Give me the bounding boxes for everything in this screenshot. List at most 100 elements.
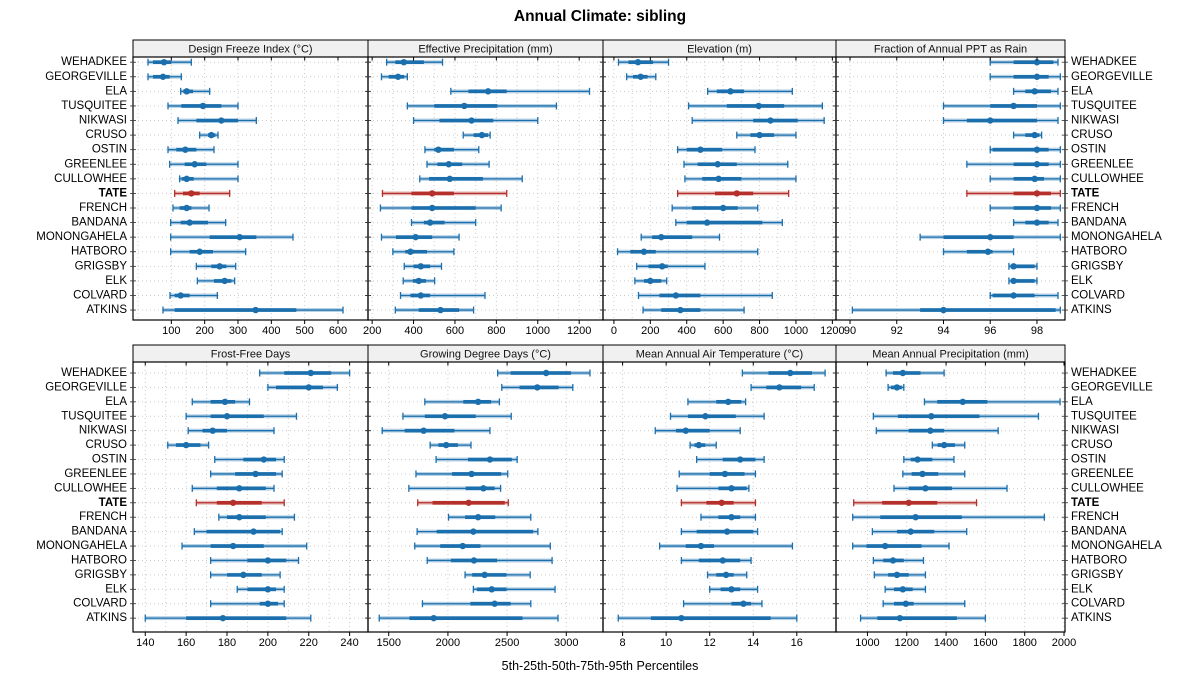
station-label-left: CULLOWHEE	[54, 173, 127, 185]
interval-french	[379, 204, 502, 212]
interval-georgeville	[501, 383, 574, 391]
median-dot	[488, 586, 495, 593]
station-label-right: TUSQUITEE	[1071, 410, 1137, 422]
median-dot	[703, 219, 711, 226]
interval-grigsby	[1008, 262, 1038, 270]
station-label-right: ELK	[1071, 275, 1093, 287]
median-dot	[445, 161, 452, 168]
median-dot	[219, 614, 227, 622]
x-tick-label: 1400	[934, 637, 958, 649]
median-dot	[902, 600, 909, 607]
panel-header-label: Frost-Free Days	[211, 349, 291, 361]
station-label-left: HATBORO	[71, 246, 127, 258]
interval-cullowhee	[179, 175, 239, 183]
median-dot	[640, 248, 648, 255]
panel-4: Fraction of Annual PPT as Rain 90 92 94 96 98	[833, 39, 1068, 337]
panel-5: Frost-Free Days 140 160 180 200 220 240	[130, 344, 371, 649]
station-label-right: GRIGSBY	[1071, 569, 1124, 581]
interval-french	[852, 513, 1046, 521]
interval-monongahela	[414, 542, 551, 550]
interval-cullowhee	[684, 175, 797, 183]
median-dot	[446, 175, 453, 183]
median-dot	[260, 456, 267, 463]
median-dot	[912, 514, 919, 521]
interval-tate	[417, 499, 509, 507]
median-dot	[417, 292, 424, 299]
interval-colvard	[637, 291, 773, 299]
interval-greenlee	[415, 470, 509, 478]
median-dot	[218, 117, 225, 124]
interval-ela	[450, 87, 591, 95]
median-dot	[223, 413, 231, 420]
median-dot	[442, 441, 450, 449]
interval-monongahela	[380, 233, 460, 241]
interval-tusquitee	[872, 412, 1040, 420]
station-label-left: CRUSO	[85, 439, 127, 451]
panel-border	[835, 56, 1066, 321]
median-dot	[1010, 263, 1017, 270]
interval-tate	[676, 189, 790, 197]
interval-hatboro	[616, 248, 759, 256]
station-label-left: NIKWASI	[79, 425, 127, 437]
x-tick-label: 400	[678, 325, 696, 337]
x-tick-label: 1600	[973, 637, 997, 649]
interval-greenlee	[210, 470, 283, 478]
median-dot	[400, 59, 408, 66]
median-dot	[182, 146, 189, 153]
median-dot	[183, 88, 190, 95]
x-tick-label: 98	[1031, 325, 1043, 337]
station-label-right: BANDANA	[1071, 217, 1127, 229]
panel-header-label: Design Freeze Index (°C)	[188, 44, 312, 56]
station-label-right: TATE	[1071, 497, 1100, 509]
station-label-right: MONONGAHELA	[1071, 540, 1162, 552]
median-dot	[478, 131, 486, 139]
median-dot	[441, 413, 449, 420]
interval-monongahela	[181, 542, 308, 550]
interval-wehadkee	[617, 58, 670, 66]
interval-grigsby	[403, 262, 443, 270]
station-label-left: WEHADKEE	[61, 56, 127, 68]
interval-ostin	[424, 146, 480, 154]
interval-georgeville	[147, 73, 182, 81]
interval-hatboro	[170, 248, 247, 256]
median-dot	[907, 528, 914, 535]
x-tick-label: 1000	[855, 637, 879, 649]
x-tick-label: 2000	[436, 637, 460, 649]
interval-tusquitee	[185, 412, 298, 420]
median-dot	[428, 190, 436, 197]
x-tick-label: 160	[177, 637, 195, 649]
station-label-left: MONONGAHELA	[36, 540, 127, 552]
interval-wehadkee	[885, 369, 945, 377]
median-dot	[637, 73, 644, 80]
station-label-right: GEORGEVILLE	[1071, 381, 1153, 393]
median-dot	[252, 306, 259, 314]
median-dot	[435, 146, 442, 153]
x-tick-label: 600	[329, 325, 347, 337]
interval-georgeville	[267, 383, 338, 391]
interval-bandana	[675, 219, 783, 227]
median-dot	[264, 586, 272, 593]
x-tick-label: 0	[611, 325, 617, 337]
station-label-left: WEHADKEE	[61, 367, 127, 379]
interval-grigsby	[195, 262, 237, 270]
median-dot	[1033, 146, 1041, 153]
interval-cruso	[167, 441, 210, 449]
median-dot	[191, 161, 198, 168]
median-dot	[714, 161, 721, 168]
median-dot	[305, 384, 312, 391]
interval-elk	[196, 277, 236, 285]
station-label-left: ATKINS	[86, 612, 127, 624]
interval-georgeville	[626, 73, 657, 81]
station-label-right: ATKINS	[1071, 304, 1112, 316]
x-tick-label: 10	[660, 637, 672, 649]
station-label-right: NIKWASI	[1071, 115, 1119, 127]
panel-header-label: Growing Degree Days (°C)	[420, 349, 551, 361]
station-label-left: FRENCH	[79, 202, 127, 214]
interval-cullowhee	[676, 484, 750, 492]
interval-ela	[180, 87, 211, 95]
figure-title: Annual Climate: sibling	[513, 8, 687, 25]
median-dot	[461, 102, 468, 110]
median-dot	[491, 600, 498, 607]
interval-cruso	[1012, 131, 1043, 139]
